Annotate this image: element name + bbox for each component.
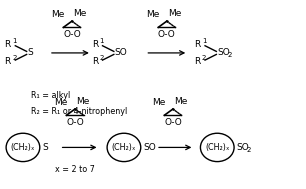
Text: (CH₂)ₓ: (CH₂)ₓ xyxy=(205,143,230,152)
Text: Me: Me xyxy=(152,98,165,107)
Text: R: R xyxy=(194,40,200,49)
Text: 2: 2 xyxy=(12,55,17,61)
Text: Me: Me xyxy=(73,9,87,18)
Text: O-O: O-O xyxy=(66,118,84,127)
Text: Me: Me xyxy=(54,98,67,107)
Text: R: R xyxy=(5,40,11,49)
Text: R: R xyxy=(92,40,98,49)
Text: O-O: O-O xyxy=(164,118,182,127)
Text: 1: 1 xyxy=(99,38,104,44)
Text: 1: 1 xyxy=(12,38,17,44)
Text: SO: SO xyxy=(143,143,156,152)
Text: S: S xyxy=(28,48,33,57)
Text: SO: SO xyxy=(217,48,230,57)
Text: Me: Me xyxy=(51,10,64,19)
Text: 1: 1 xyxy=(202,38,207,44)
Text: S: S xyxy=(42,143,48,152)
Text: Me: Me xyxy=(168,9,182,18)
Text: (CH₂)ₓ: (CH₂)ₓ xyxy=(112,143,136,152)
Text: (CH₂)ₓ: (CH₂)ₓ xyxy=(11,143,35,152)
Text: 2: 2 xyxy=(227,52,232,58)
Text: R: R xyxy=(5,57,11,66)
Text: O-O: O-O xyxy=(63,30,81,39)
Text: x = 2 to 7: x = 2 to 7 xyxy=(55,165,95,174)
Text: SO: SO xyxy=(115,48,128,57)
Text: SO: SO xyxy=(237,143,249,152)
Text: R: R xyxy=(194,57,200,66)
Text: 2: 2 xyxy=(202,55,206,61)
Text: 2: 2 xyxy=(99,55,104,61)
Text: R: R xyxy=(92,57,98,66)
Text: 2: 2 xyxy=(246,147,251,153)
Text: R₁ = alkyl: R₁ = alkyl xyxy=(31,91,70,100)
Text: R₂ = R₁ or 4-nitrophenyl: R₂ = R₁ or 4-nitrophenyl xyxy=(31,107,127,116)
Text: O-O: O-O xyxy=(158,30,176,39)
Text: Me: Me xyxy=(174,97,188,106)
Text: Me: Me xyxy=(76,97,90,106)
Text: Me: Me xyxy=(146,10,159,19)
